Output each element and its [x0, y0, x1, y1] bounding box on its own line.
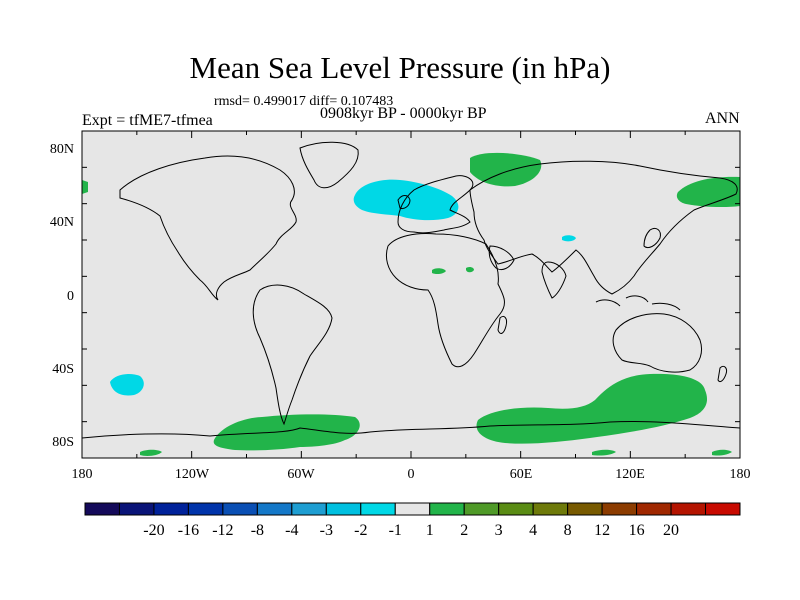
anomaly-region-antarctic-west — [213, 414, 360, 451]
anomaly-region-south-pole-2 — [592, 449, 616, 456]
anomaly-region-south-pacific — [110, 374, 144, 396]
lon-label-180e: 180 — [730, 467, 751, 482]
anomaly-region-africa-1 — [432, 268, 446, 275]
colorbar-label: -8 — [251, 522, 264, 539]
colorbar-box — [360, 502, 396, 516]
anomaly-region-central-asia — [562, 235, 576, 242]
colorbar-label: 2 — [460, 522, 468, 539]
colorbar-box — [532, 502, 569, 516]
colorbar-label: -1 — [389, 522, 402, 539]
colorbar — [84, 502, 741, 516]
lon-label-120w: 120W — [175, 467, 210, 482]
lon-label-180w: 180 — [72, 467, 93, 482]
colorbar-label: 8 — [564, 522, 572, 539]
anomaly-region-south-pole-1 — [140, 449, 162, 456]
colorbar-label: -12 — [212, 522, 233, 539]
anomaly-region-west-edge — [82, 180, 88, 194]
coastlines — [82, 141, 740, 439]
coast-british-isles — [397, 195, 411, 209]
colorbar-box — [429, 502, 465, 516]
coast-japan — [643, 227, 661, 249]
period-label: 0908kyr BP - 0000kyr BP — [320, 105, 487, 122]
lat-label-80s: 80S — [52, 435, 74, 450]
coast-australia — [612, 313, 703, 373]
colorbar-box — [601, 502, 638, 516]
lon-label-60e: 60E — [510, 467, 533, 482]
colorbar-label: 16 — [629, 522, 645, 539]
anomaly-region-northeast-asia — [676, 176, 740, 208]
coast-india — [541, 261, 567, 299]
stats-subtitle: rmsd= 0.499017 diff= 0.107483 — [214, 94, 394, 109]
lat-label-80n: 80N — [50, 142, 74, 157]
colorbar-box — [256, 502, 293, 516]
colorbar-box — [498, 502, 534, 516]
colorbar-label: 20 — [663, 522, 679, 539]
colorbar-label: -16 — [178, 522, 199, 539]
anomaly-region-antarctic-east — [476, 373, 708, 444]
colorbar-box — [463, 502, 500, 516]
colorbar-label: -20 — [143, 522, 164, 539]
lat-label-0: 0 — [67, 289, 74, 304]
coast-arabia — [488, 245, 515, 271]
colorbar-box — [705, 502, 741, 516]
coast-asia — [469, 160, 738, 295]
colorbar-box — [394, 502, 431, 516]
colorbar-label: -4 — [285, 522, 298, 539]
colorbar-label: 4 — [529, 522, 537, 539]
map-title: Mean Sea Level Pressure (in hPa) — [189, 50, 611, 85]
lon-label-0: 0 — [408, 467, 415, 482]
colorbar-box — [325, 502, 362, 516]
colorbar-labels: -20 -16 -12 -8 -4 -3 -2 -1 1 2 3 4 8 12 16 20 — [143, 522, 679, 539]
colorbar-box — [118, 502, 155, 516]
lon-label-60w: 60W — [287, 467, 315, 482]
anomaly-regions — [82, 141, 740, 456]
colorbar-label: 12 — [594, 522, 610, 539]
coast-new-zealand — [717, 365, 727, 383]
lat-label-40n: 40N — [50, 215, 74, 230]
colorbar-box — [567, 502, 603, 516]
coast-greenland — [299, 141, 359, 189]
coast-north-america — [119, 155, 297, 301]
anomaly-region-africa-2 — [466, 266, 474, 273]
coast-madagascar — [497, 315, 507, 334]
colorbar-box — [222, 502, 258, 516]
colorbar-box — [153, 502, 189, 516]
colorbar-label: -2 — [354, 522, 367, 539]
colorbar-box — [291, 502, 327, 516]
anomaly-region-south-pole-3 — [712, 449, 732, 456]
anomaly-region-north-atlantic — [353, 179, 459, 221]
colorbar-box — [84, 502, 120, 516]
colorbar-label: -3 — [320, 522, 333, 539]
anomaly-region-siberia — [470, 152, 542, 187]
lon-label-120e: 120E — [615, 467, 645, 482]
colorbar-label: 1 — [426, 522, 434, 539]
lat-label-40s: 40S — [52, 362, 74, 377]
coast-indonesia — [595, 295, 681, 311]
coast-europe — [397, 175, 474, 234]
axis-ticks — [81, 130, 741, 459]
coast-africa — [385, 233, 505, 368]
season-label: ANN — [705, 110, 740, 127]
experiment-label: Expt = tfME7-tfmea — [82, 112, 213, 129]
coast-south-america — [252, 284, 333, 426]
coast-antarctica — [82, 420, 740, 439]
colorbar-label: 3 — [495, 522, 503, 539]
colorbar-box — [670, 502, 707, 516]
colorbar-box — [187, 502, 224, 516]
colorbar-box — [636, 502, 672, 516]
